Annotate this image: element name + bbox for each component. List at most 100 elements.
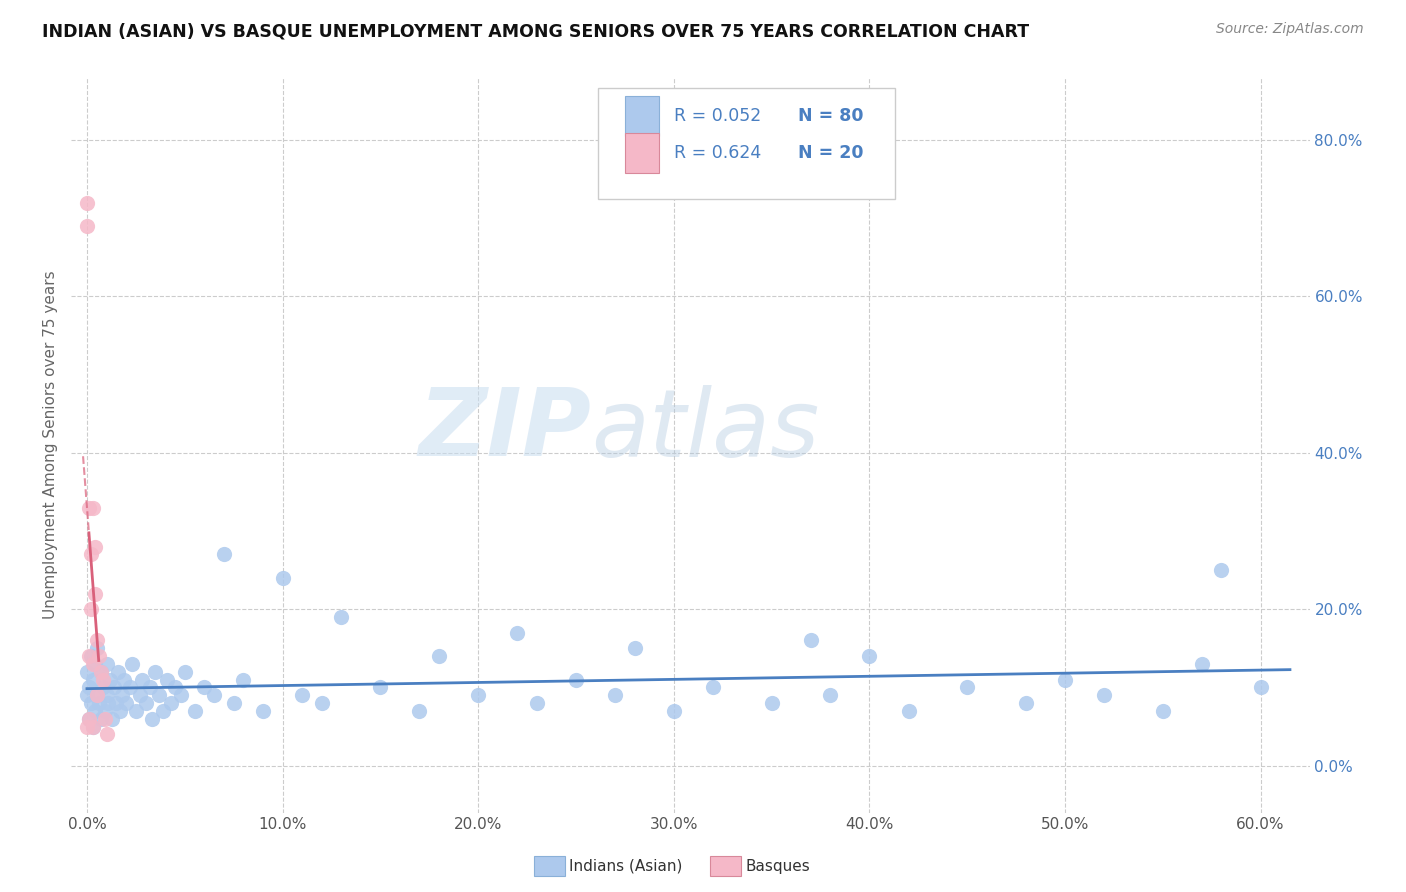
Text: Basques: Basques — [745, 859, 810, 873]
Point — [96, 657, 118, 671]
Point — [526, 696, 548, 710]
Point — [148, 688, 170, 702]
Point — [86, 688, 108, 702]
Point — [86, 641, 108, 656]
Point — [93, 704, 115, 718]
Point — [897, 704, 920, 718]
Point — [86, 633, 108, 648]
Point — [1015, 696, 1038, 710]
Point — [77, 712, 100, 726]
Point — [111, 688, 134, 702]
Point — [82, 719, 104, 733]
Point — [107, 665, 129, 679]
Point — [76, 219, 98, 233]
Point — [311, 696, 333, 710]
Point — [800, 633, 823, 648]
Point — [160, 696, 183, 710]
Point — [145, 665, 167, 679]
Point — [506, 625, 529, 640]
Point — [173, 665, 195, 679]
Point — [702, 681, 724, 695]
Text: INDIAN (ASIAN) VS BASQUE UNEMPLOYMENT AMONG SENIORS OVER 75 YEARS CORRELATION CH: INDIAN (ASIAN) VS BASQUE UNEMPLOYMENT AM… — [42, 22, 1029, 40]
Point — [1211, 563, 1233, 577]
Point — [80, 696, 103, 710]
Text: N = 20: N = 20 — [799, 145, 863, 162]
Point — [97, 696, 120, 710]
Point — [1053, 673, 1076, 687]
Point — [118, 681, 141, 695]
Point — [76, 719, 98, 733]
Point — [77, 681, 100, 695]
Point — [128, 688, 150, 702]
Point — [87, 696, 110, 710]
Point — [858, 649, 880, 664]
Bar — [624, 95, 659, 136]
Point — [83, 586, 105, 600]
Point — [83, 657, 105, 671]
Point — [90, 712, 112, 726]
Point — [83, 704, 105, 718]
Point — [152, 704, 174, 718]
Point — [90, 665, 112, 679]
Point — [101, 712, 124, 726]
Text: Indians (Asian): Indians (Asian) — [569, 859, 683, 873]
Point — [131, 673, 153, 687]
Point — [565, 673, 588, 687]
Point — [82, 719, 104, 733]
Point — [291, 688, 314, 702]
Point — [90, 665, 112, 679]
Point — [100, 673, 122, 687]
Point — [820, 688, 842, 702]
Point — [96, 688, 118, 702]
Point — [86, 688, 108, 702]
Text: R = 0.624: R = 0.624 — [675, 145, 762, 162]
Point — [623, 641, 645, 656]
Bar — [624, 133, 659, 173]
Point — [427, 649, 450, 664]
Point — [125, 704, 148, 718]
Point — [603, 688, 626, 702]
Point — [105, 696, 128, 710]
Point — [212, 548, 235, 562]
Point — [761, 696, 783, 710]
Point — [222, 696, 245, 710]
Point — [77, 500, 100, 515]
Point — [135, 696, 157, 710]
Point — [93, 712, 115, 726]
Point — [91, 673, 114, 687]
Point — [80, 649, 103, 664]
Text: R = 0.052: R = 0.052 — [675, 107, 762, 126]
Point — [370, 681, 392, 695]
Point — [202, 688, 225, 702]
Point — [82, 500, 104, 515]
Point — [141, 712, 163, 726]
Point — [1250, 681, 1272, 695]
Point — [156, 673, 179, 687]
FancyBboxPatch shape — [598, 88, 894, 199]
Point — [82, 673, 104, 687]
Point — [115, 696, 138, 710]
Point — [77, 649, 100, 664]
Point — [252, 704, 274, 718]
Point — [76, 688, 98, 702]
Text: atlas: atlas — [592, 384, 820, 475]
Point — [1092, 688, 1115, 702]
Point — [183, 704, 205, 718]
Text: ZIP: ZIP — [419, 384, 592, 476]
Point — [91, 681, 114, 695]
Point — [193, 681, 215, 695]
Point — [467, 688, 489, 702]
Point — [80, 602, 103, 616]
Point — [82, 657, 104, 671]
Point — [1191, 657, 1213, 671]
Point — [408, 704, 430, 718]
Point — [1152, 704, 1174, 718]
Point — [956, 681, 979, 695]
Point — [138, 681, 160, 695]
Point — [662, 704, 685, 718]
Point — [76, 195, 98, 210]
Text: Source: ZipAtlas.com: Source: ZipAtlas.com — [1216, 22, 1364, 37]
Point — [80, 548, 103, 562]
Point — [330, 610, 353, 624]
Point — [232, 673, 254, 687]
